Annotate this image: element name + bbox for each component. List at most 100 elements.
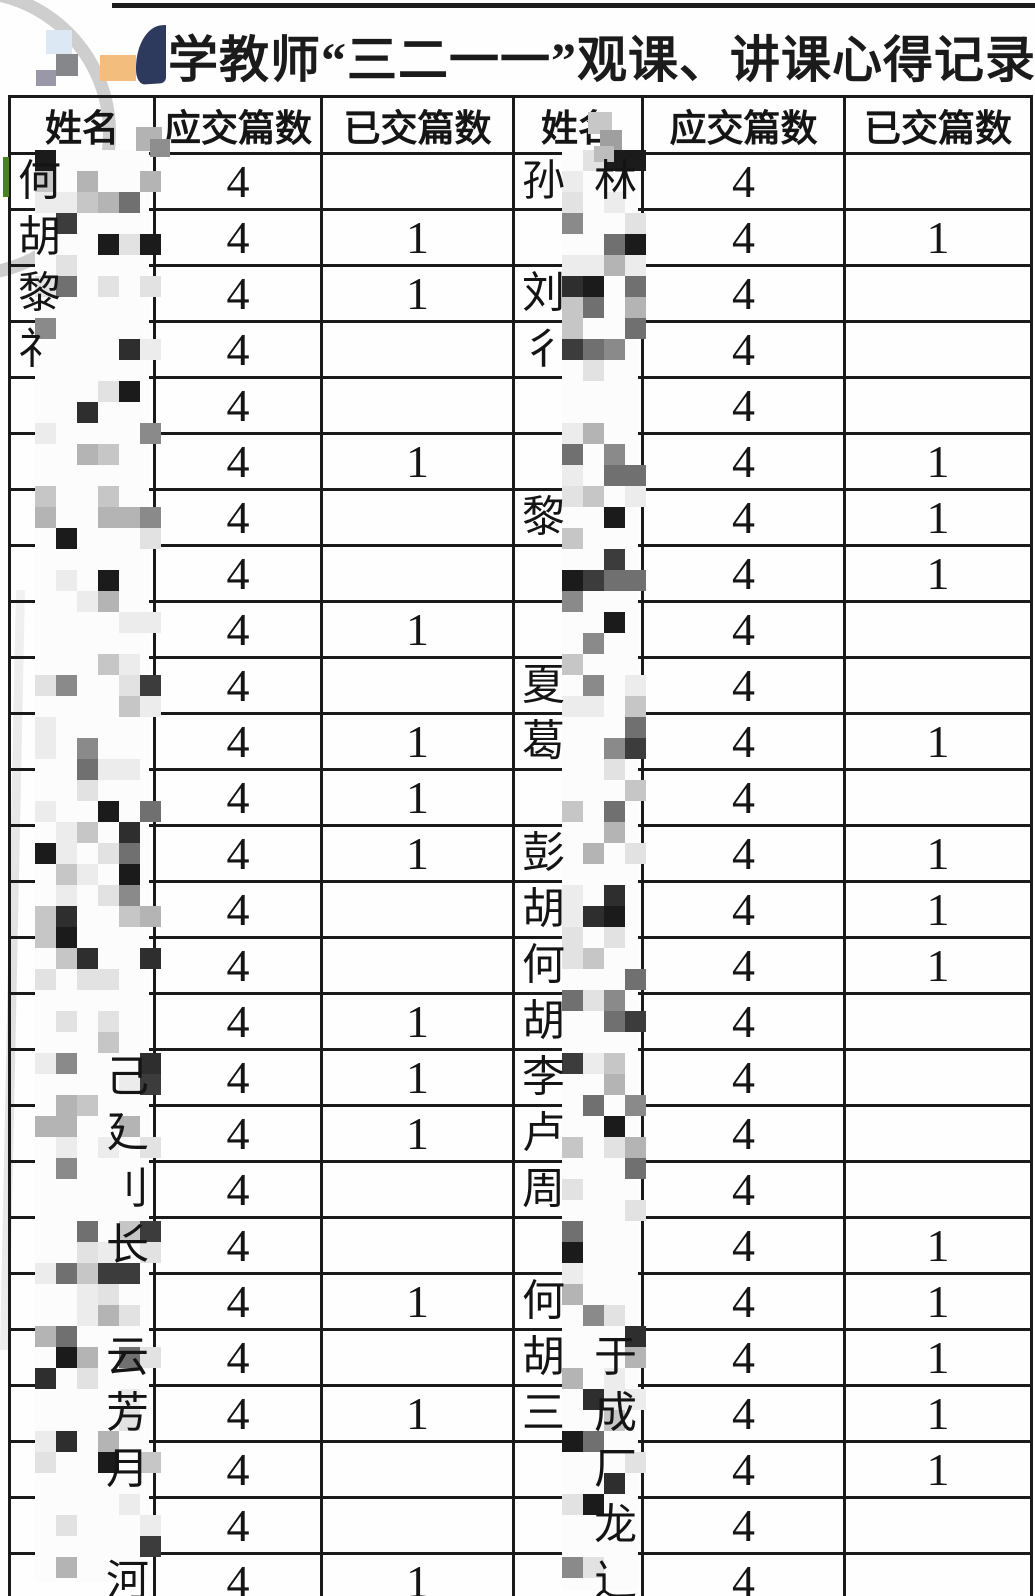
green-edge-mark	[3, 157, 9, 197]
mosaic-tile	[35, 1326, 56, 1347]
due-cell: 4	[153, 432, 323, 491]
mosaic-tile	[625, 1389, 646, 1410]
submitted-cell: 1	[320, 1552, 515, 1596]
mosaic-tile	[562, 1368, 583, 1389]
submitted-cell: 1	[843, 1328, 1033, 1387]
mosaic-tile	[140, 1221, 161, 1242]
due-cell: 4	[153, 1048, 323, 1107]
submitted-cell	[843, 264, 1033, 323]
due-cell: 4	[153, 1552, 323, 1596]
mosaic-tile	[562, 192, 583, 213]
name-fragment: 黎	[18, 270, 61, 317]
mosaic-tile	[140, 1515, 161, 1536]
name-fragment: 于	[594, 1334, 637, 1381]
due-cell: 4	[153, 1104, 323, 1163]
mosaic-tile	[56, 528, 77, 549]
header-row: 姓名 应交篇数 已交篇数 姓名 应交篇数 已交篇数	[8, 95, 1033, 155]
mosaic-tile	[140, 171, 161, 192]
mosaic-tile	[35, 675, 56, 696]
due-cell: 4	[641, 600, 846, 659]
submitted-cell	[843, 768, 1033, 827]
logo-square-blue	[46, 30, 72, 54]
submitted-cell	[320, 656, 515, 715]
submitted-cell	[843, 152, 1033, 211]
mosaic-tile	[140, 1242, 161, 1263]
name-fragment: 黎	[522, 494, 565, 541]
mosaic-tile	[98, 276, 119, 297]
mosaic-tile	[98, 1032, 119, 1053]
mosaic-tile	[77, 1305, 98, 1326]
mosaic-tile	[77, 591, 98, 612]
mosaic-tile	[56, 843, 77, 864]
due-cell: 4	[153, 1160, 323, 1219]
submitted-cell	[320, 320, 515, 379]
name-fragment: 葛	[522, 718, 565, 765]
mosaic-tile	[625, 780, 646, 801]
due-cell: 4	[641, 1272, 846, 1331]
due-cell: 4	[641, 1048, 846, 1107]
mosaic-tile	[119, 654, 140, 675]
logo-square-orange	[100, 55, 136, 81]
name-fragment: 何	[522, 1278, 565, 1325]
due-cell: 4	[641, 1104, 846, 1163]
mosaic-tile	[583, 570, 604, 591]
due-cell: 4	[641, 768, 846, 827]
submitted-cell: 1	[843, 712, 1033, 771]
due-cell: 4	[641, 880, 846, 939]
mosaic-tile	[35, 276, 56, 297]
mosaic-tile	[98, 969, 119, 990]
mosaic-tile	[140, 1536, 161, 1557]
mosaic-tile	[140, 675, 161, 696]
name-fragment: 厂	[594, 1446, 637, 1493]
submitted-cell: 1	[843, 1384, 1033, 1443]
due-cell: 4	[641, 152, 846, 211]
due-cell: 4	[641, 1384, 846, 1443]
submitted-cell	[843, 1048, 1033, 1107]
mosaic-tile	[604, 1137, 625, 1158]
mosaic-tile	[35, 1452, 56, 1473]
mosaic-tile	[583, 423, 604, 444]
mosaic-tile	[562, 444, 583, 465]
mosaic-tile	[562, 1557, 583, 1578]
mosaic-tile	[625, 738, 646, 759]
mosaic-tile	[77, 444, 98, 465]
submitted-cell	[843, 1104, 1033, 1163]
mosaic-censor-left	[35, 150, 161, 1582]
mosaic-tile	[583, 990, 604, 1011]
submitted-cell: 1	[843, 936, 1033, 995]
submitted-cell	[320, 1216, 515, 1275]
due-cell: 4	[153, 768, 323, 827]
mosaic-tile	[77, 1221, 98, 1242]
mosaic-tile	[119, 843, 140, 864]
logo-square-lavender	[36, 70, 56, 86]
mosaic-tile	[562, 1137, 583, 1158]
logo-sail-icon	[136, 24, 166, 86]
name-fragment: 胡	[522, 998, 565, 1045]
due-cell: 4	[153, 824, 323, 883]
mosaic-tile	[140, 948, 161, 969]
name-fragment: 河	[106, 1558, 149, 1596]
mosaic-tile	[35, 1431, 56, 1452]
mosaic-tile	[583, 675, 604, 696]
mosaic-tile	[604, 885, 625, 906]
mosaic-tile	[604, 1389, 625, 1410]
mosaic-tile	[140, 1347, 161, 1368]
mosaic-tile	[56, 192, 77, 213]
submitted-cell: 1	[320, 600, 515, 659]
due-cell: 4	[641, 936, 846, 995]
due-cell: 4	[641, 992, 846, 1051]
submitted-cell: 1	[320, 992, 515, 1051]
submitted-cell	[320, 1440, 515, 1499]
mosaic-tile	[77, 780, 98, 801]
mosaic-tile	[625, 1347, 646, 1368]
due-cell: 4	[641, 1440, 846, 1499]
submitted-cell: 1	[320, 1048, 515, 1107]
due-cell: 4	[641, 1496, 846, 1555]
mosaic-tile	[98, 381, 119, 402]
submitted-cell: 1	[843, 1216, 1033, 1275]
mosaic-tile	[56, 570, 77, 591]
mosaic-tile	[625, 255, 646, 276]
mosaic-tile	[583, 276, 604, 297]
column-header-submitted-right: 已交篇数	[843, 95, 1033, 155]
